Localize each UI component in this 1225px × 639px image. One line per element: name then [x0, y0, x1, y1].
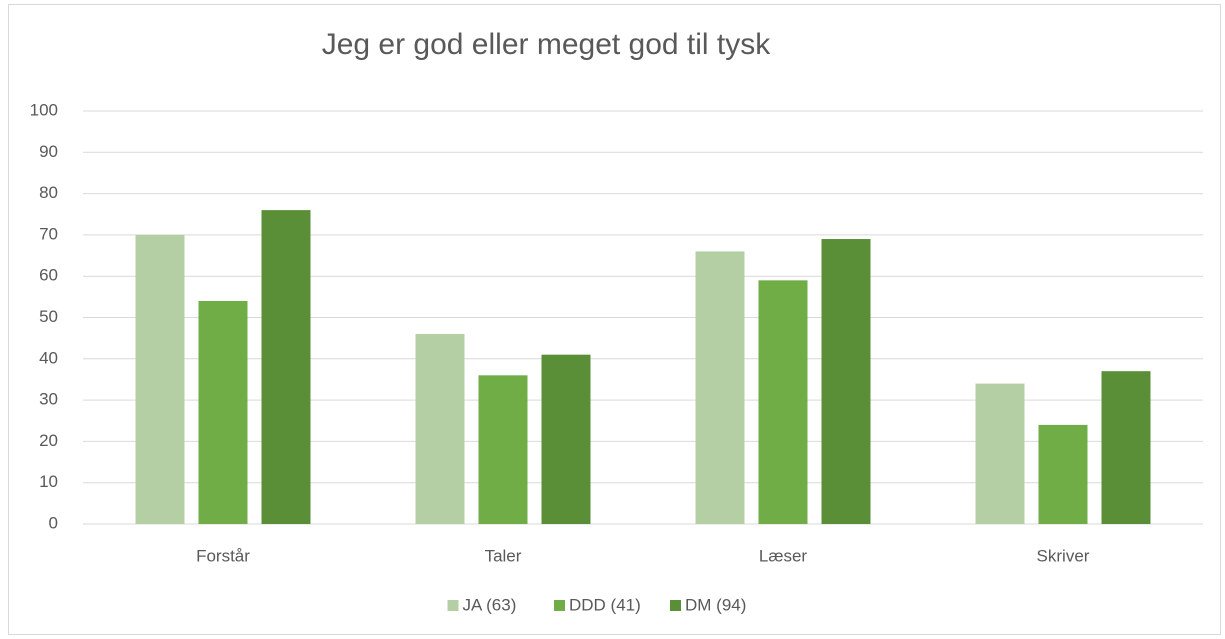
bar [1038, 424, 1088, 524]
bar [478, 375, 528, 524]
bar [1101, 371, 1151, 524]
x-tick-label: Skriver [1037, 546, 1090, 565]
bar [975, 383, 1025, 524]
bar [758, 280, 808, 524]
legend-label: JA (63) [463, 595, 517, 614]
bar [135, 234, 185, 524]
x-tick-label: Læser [759, 546, 808, 565]
y-tick-label: 80 [39, 183, 58, 202]
y-tick-label: 90 [39, 142, 58, 161]
y-tick-label: 100 [30, 100, 58, 119]
y-tick-label: 70 [39, 224, 58, 243]
y-tick-label: 50 [39, 307, 58, 326]
bar [821, 239, 871, 524]
bar [415, 334, 465, 524]
bar [541, 354, 591, 524]
y-tick-label: 40 [39, 348, 58, 367]
y-tick-label: 60 [39, 266, 58, 285]
y-tick-label: 20 [39, 431, 58, 450]
x-tick-label: Taler [485, 546, 522, 565]
legend-swatch [554, 600, 565, 611]
chart-title: Jeg er god eller meget god til tysk [322, 28, 772, 61]
legend-swatch [447, 600, 459, 611]
legend-label: DM (94) [685, 595, 746, 614]
y-tick-label: 0 [49, 513, 58, 532]
x-tick-label: Forstår [196, 546, 250, 565]
bar [261, 210, 311, 524]
y-tick-label: 10 [39, 472, 58, 491]
bar [695, 251, 745, 525]
legend-label: DDD (41) [569, 595, 641, 614]
y-tick-label: 30 [39, 390, 58, 409]
bar [198, 300, 248, 524]
chart-border [8, 4, 1221, 635]
legend-swatch [670, 600, 681, 611]
